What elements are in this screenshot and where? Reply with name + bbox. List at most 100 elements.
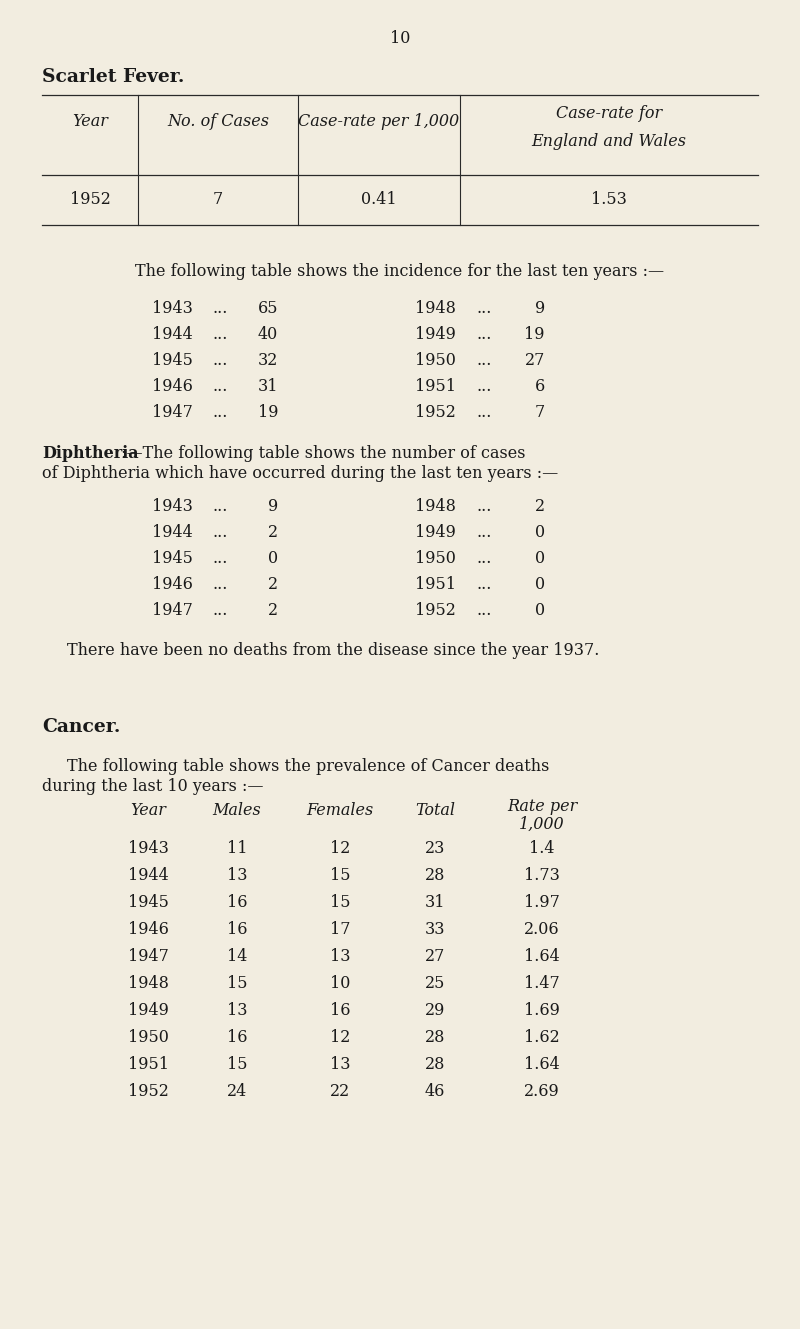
Text: 1952: 1952 (415, 404, 456, 421)
Text: 19: 19 (258, 404, 278, 421)
Text: 2: 2 (268, 524, 278, 541)
Text: 1952: 1952 (127, 1083, 169, 1100)
Text: 1947: 1947 (127, 948, 169, 965)
Text: The following table shows the prevalence of Cancer deaths: The following table shows the prevalence… (67, 758, 550, 775)
Text: ...: ... (476, 377, 491, 395)
Text: Year: Year (130, 801, 166, 819)
Text: 28: 28 (425, 1029, 445, 1046)
Text: Diphtheria: Diphtheria (42, 445, 138, 462)
Text: 1949: 1949 (127, 1002, 169, 1019)
Text: 1950: 1950 (127, 1029, 169, 1046)
Text: 0: 0 (535, 602, 545, 619)
Text: 7: 7 (213, 191, 223, 209)
Text: ...: ... (213, 377, 228, 395)
Text: 32: 32 (258, 352, 278, 369)
Text: 1943: 1943 (152, 300, 193, 318)
Text: 1945: 1945 (127, 894, 169, 910)
Text: 1.53: 1.53 (591, 191, 627, 209)
Text: The following table shows the incidence for the last ten years :—: The following table shows the incidence … (135, 263, 665, 280)
Text: 1948: 1948 (415, 300, 456, 318)
Text: 1951: 1951 (415, 575, 456, 593)
Text: 13: 13 (330, 948, 350, 965)
Text: 15: 15 (330, 894, 350, 910)
Text: 15: 15 (330, 867, 350, 884)
Text: 2: 2 (268, 575, 278, 593)
Text: ...: ... (213, 300, 228, 318)
Text: Case-rate per 1,000: Case-rate per 1,000 (298, 113, 459, 130)
Text: 10: 10 (390, 31, 410, 47)
Text: 11: 11 (226, 840, 247, 857)
Text: 1.4: 1.4 (530, 840, 554, 857)
Text: 13: 13 (330, 1057, 350, 1073)
Text: ...: ... (476, 404, 491, 421)
Text: 27: 27 (525, 352, 545, 369)
Text: 28: 28 (425, 1057, 445, 1073)
Text: 24: 24 (227, 1083, 247, 1100)
Text: ...: ... (213, 352, 228, 369)
Text: 0: 0 (268, 550, 278, 567)
Text: ...: ... (476, 524, 491, 541)
Text: 0: 0 (535, 524, 545, 541)
Text: 12: 12 (330, 1029, 350, 1046)
Text: 1949: 1949 (415, 524, 456, 541)
Text: 17: 17 (330, 921, 350, 938)
Text: during the last 10 years :—: during the last 10 years :— (42, 777, 263, 795)
Text: Males: Males (213, 801, 262, 819)
Text: 1949: 1949 (415, 326, 456, 343)
Text: 9: 9 (534, 300, 545, 318)
Text: 1951: 1951 (415, 377, 456, 395)
Text: 1.97: 1.97 (524, 894, 560, 910)
Text: 1945: 1945 (152, 550, 193, 567)
Text: ...: ... (476, 498, 491, 516)
Text: Total: Total (415, 801, 455, 819)
Text: ...: ... (213, 498, 228, 516)
Text: No. of Cases: No. of Cases (167, 113, 269, 130)
Text: 16: 16 (226, 921, 247, 938)
Text: 1944: 1944 (152, 326, 193, 343)
Text: 1950: 1950 (415, 550, 456, 567)
Text: 1946: 1946 (152, 575, 193, 593)
Text: ...: ... (213, 575, 228, 593)
Text: 2.69: 2.69 (524, 1083, 560, 1100)
Text: 1943: 1943 (127, 840, 169, 857)
Text: ...: ... (213, 602, 228, 619)
Text: 15: 15 (226, 975, 247, 991)
Text: 1952: 1952 (415, 602, 456, 619)
Text: ...: ... (213, 524, 228, 541)
Text: 1947: 1947 (152, 602, 193, 619)
Text: :—The following table shows the number of cases: :—The following table shows the number o… (116, 445, 526, 462)
Text: 33: 33 (425, 921, 446, 938)
Text: 16: 16 (226, 1029, 247, 1046)
Text: ...: ... (476, 300, 491, 318)
Text: Scarlet Fever.: Scarlet Fever. (42, 68, 184, 86)
Text: 0: 0 (535, 575, 545, 593)
Text: ...: ... (213, 550, 228, 567)
Text: 10: 10 (330, 975, 350, 991)
Text: 1,000: 1,000 (519, 816, 565, 833)
Text: ...: ... (213, 326, 228, 343)
Text: 1.64: 1.64 (524, 948, 560, 965)
Text: 31: 31 (258, 377, 278, 395)
Text: ...: ... (213, 404, 228, 421)
Text: 19: 19 (525, 326, 545, 343)
Text: ...: ... (476, 602, 491, 619)
Text: 1.64: 1.64 (524, 1057, 560, 1073)
Text: 0.41: 0.41 (361, 191, 397, 209)
Text: 31: 31 (425, 894, 446, 910)
Text: 1948: 1948 (127, 975, 169, 991)
Text: 65: 65 (258, 300, 278, 318)
Text: Rate per: Rate per (507, 797, 577, 815)
Text: Year: Year (72, 113, 108, 130)
Text: 22: 22 (330, 1083, 350, 1100)
Text: 1946: 1946 (152, 377, 193, 395)
Text: Case-rate for: Case-rate for (556, 105, 662, 122)
Text: 1944: 1944 (152, 524, 193, 541)
Text: Cancer.: Cancer. (42, 718, 120, 736)
Text: 1947: 1947 (152, 404, 193, 421)
Text: There have been no deaths from the disease since the year 1937.: There have been no deaths from the disea… (67, 642, 599, 659)
Text: 12: 12 (330, 840, 350, 857)
Text: 1948: 1948 (415, 498, 456, 516)
Text: ...: ... (476, 352, 491, 369)
Text: of Diphtheria which have occurred during the last ten years :—: of Diphtheria which have occurred during… (42, 465, 558, 482)
Text: 2: 2 (535, 498, 545, 516)
